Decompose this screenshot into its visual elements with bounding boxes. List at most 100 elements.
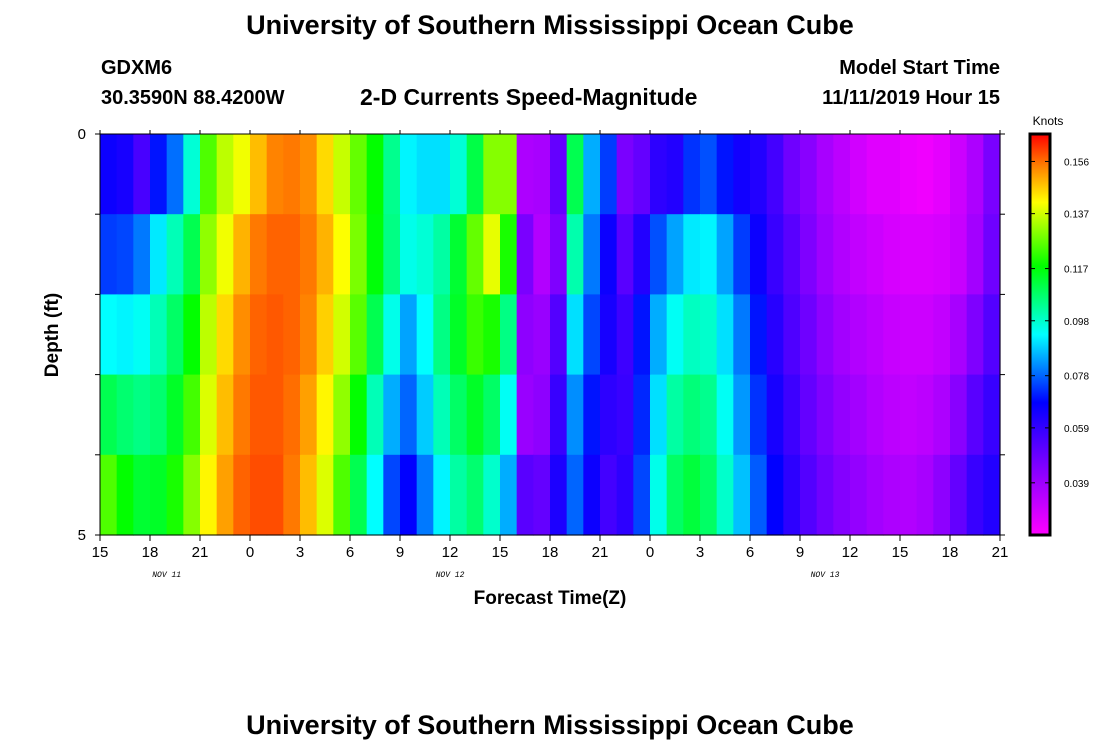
heatmap-cell [716, 134, 734, 215]
heatmap-cell [716, 294, 734, 376]
heatmap-cell [633, 134, 651, 215]
heatmap-cell [750, 454, 768, 536]
heatmap-cell [433, 454, 451, 536]
heatmap-cell [333, 294, 351, 376]
heatmap-cell [650, 214, 668, 295]
x-tick-label: 9 [396, 544, 404, 561]
heatmap-cell [466, 294, 484, 376]
colorbar-tick-label: 0.059 [1064, 424, 1089, 435]
x-tick-label: 12 [442, 544, 459, 561]
heatmap-cell [650, 454, 668, 536]
x-tick-label: 21 [592, 544, 609, 561]
heatmap-cell [516, 294, 534, 376]
heatmap-cell [633, 374, 651, 456]
heatmap-cell [916, 214, 934, 295]
heatmap-cell [783, 294, 801, 376]
heatmap-cell [500, 134, 518, 215]
heatmap-cell [933, 214, 951, 295]
heatmap-cell [566, 214, 584, 295]
heatmap-cell [316, 134, 334, 215]
heatmap-cell [750, 214, 768, 295]
heatmap-cell [416, 214, 434, 295]
heatmap-cell [433, 134, 451, 215]
heatmap-cell [950, 134, 968, 215]
heatmap-cell [533, 454, 551, 536]
heatmap-cell [900, 454, 918, 536]
heatmap-cell [666, 134, 684, 215]
heatmap-cell [366, 214, 384, 295]
heatmap-cell [433, 214, 451, 295]
heatmap-cell [300, 214, 318, 295]
heatmap-cell [366, 454, 384, 536]
heatmap-cell [600, 294, 618, 376]
heatmap-cell [250, 294, 268, 376]
heatmap-cell [783, 374, 801, 456]
model-start-value: 11/11/2019 Hour 15 [822, 87, 1000, 109]
heatmap-cell [916, 134, 934, 215]
heatmap-cell [600, 134, 618, 215]
heatmap-cell [733, 294, 751, 376]
date-label: NOV 12 [436, 571, 465, 580]
heatmap-cell [866, 214, 884, 295]
heatmap-cell [433, 374, 451, 456]
x-tick-label: 0 [646, 544, 654, 561]
heatmap-cell [833, 134, 851, 215]
heatmap-cell [200, 214, 218, 295]
heatmap-cell [733, 374, 751, 456]
heatmap-cell [883, 454, 901, 536]
heatmap-cell [966, 214, 984, 295]
y-tick-label: 5 [78, 527, 86, 544]
colorbar-tick-label: 0.098 [1064, 317, 1089, 328]
heatmap-cell [416, 294, 434, 376]
heatmap-cell [216, 214, 234, 295]
heatmap-cell [766, 214, 784, 295]
heatmap-cell [383, 214, 401, 295]
heatmap-cell [550, 134, 568, 215]
heatmap-cell [850, 454, 868, 536]
heatmap-cell [566, 134, 584, 215]
heatmap-cell [416, 454, 434, 536]
heatmap-cell [983, 294, 1001, 376]
x-axis-label: Forecast Time(Z) [474, 588, 627, 609]
heatmap-cell [300, 294, 318, 376]
heatmap-cell [616, 214, 634, 295]
heatmap-cell [283, 454, 301, 536]
heatmap-cell [816, 374, 834, 456]
heatmap-cell [400, 214, 418, 295]
heatmap-cell [283, 134, 301, 215]
heatmap-cell [716, 214, 734, 295]
heatmap-cell [516, 134, 534, 215]
heatmap-cell [133, 294, 151, 376]
heatmap-cell [133, 374, 151, 456]
x-tick-label: 15 [492, 544, 509, 561]
heatmap-cell [616, 374, 634, 456]
heatmap-cell [233, 214, 251, 295]
x-tick-label: 3 [696, 544, 704, 561]
heatmap-cell [266, 294, 284, 376]
heatmap-cell [633, 454, 651, 536]
heatmap-cell [850, 134, 868, 215]
heatmap-cell [766, 374, 784, 456]
heatmap-cell [100, 214, 118, 295]
heatmap-cell [266, 134, 284, 215]
heatmap-cell [833, 294, 851, 376]
heatmap-cell [383, 294, 401, 376]
heatmap-cell [316, 374, 334, 456]
heatmap-cell [166, 454, 184, 536]
heatmap-cell [816, 294, 834, 376]
heatmap-cell [900, 374, 918, 456]
heatmap-cell [933, 454, 951, 536]
heatmap-cell [816, 134, 834, 215]
heatmap-cell [250, 214, 268, 295]
heatmap-cell [150, 214, 168, 295]
station-coordinates: 30.3590N 88.4200W [101, 87, 285, 109]
heatmap-cell [116, 214, 134, 295]
heatmap-cell [866, 454, 884, 536]
heatmap-cell [216, 294, 234, 376]
heatmap-cell [333, 454, 351, 536]
heatmap-cell [316, 294, 334, 376]
x-tick-label: 6 [746, 544, 754, 561]
heatmap-cell [516, 214, 534, 295]
heatmap-cell [666, 374, 684, 456]
